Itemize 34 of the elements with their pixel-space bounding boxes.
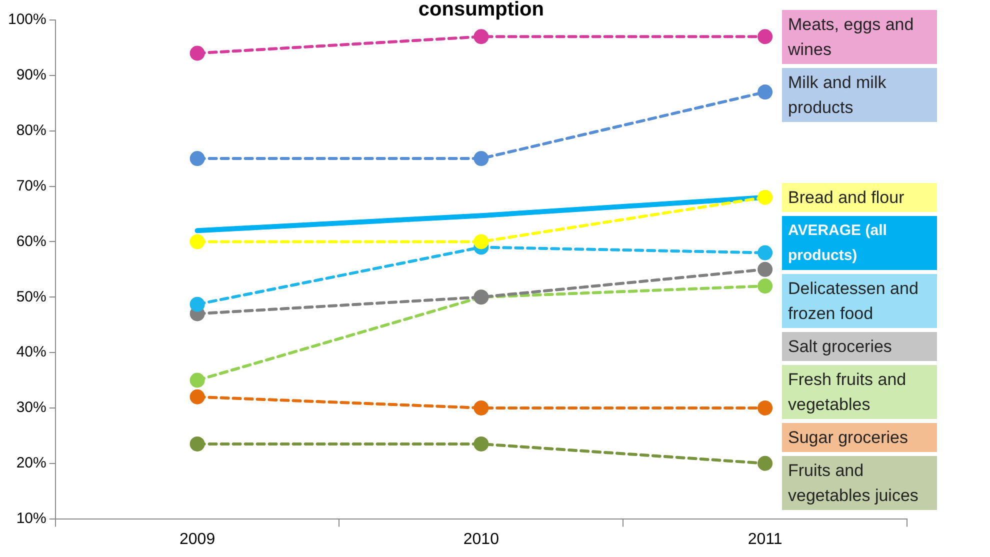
y-tick-label: 20%	[16, 454, 46, 472]
y-tick-label: 90%	[16, 66, 46, 84]
point	[190, 234, 205, 250]
point	[758, 400, 773, 416]
point	[474, 29, 489, 44]
y-tick-label: 70%	[16, 177, 46, 194]
point	[758, 29, 773, 44]
point	[190, 46, 205, 61]
y-tick-label: 40%	[16, 344, 46, 361]
point	[190, 372, 205, 388]
point	[474, 436, 489, 452]
point	[190, 389, 205, 404]
y-tick-label: 80%	[16, 122, 46, 139]
point	[758, 245, 773, 260]
point	[758, 278, 773, 294]
y-tick-label: 10%	[16, 510, 46, 527]
chart-title: consumption	[418, 0, 544, 21]
point	[474, 151, 489, 166]
point	[758, 84, 773, 100]
point	[758, 262, 773, 277]
x-tick-label: 2011	[748, 530, 782, 548]
y-tick-label: 30%	[16, 399, 46, 416]
point	[190, 151, 205, 166]
point	[474, 234, 489, 250]
y-tick-label: 100%	[8, 11, 46, 28]
x-tick-label: 2009	[180, 530, 216, 548]
y-tick-label: 50%	[16, 288, 46, 306]
x-tick-label: 2010	[463, 530, 500, 548]
point	[190, 296, 205, 312]
point	[758, 456, 773, 471]
point	[758, 190, 773, 205]
y-tick-label: 60%	[16, 232, 46, 250]
point	[474, 400, 489, 416]
point	[190, 436, 205, 452]
